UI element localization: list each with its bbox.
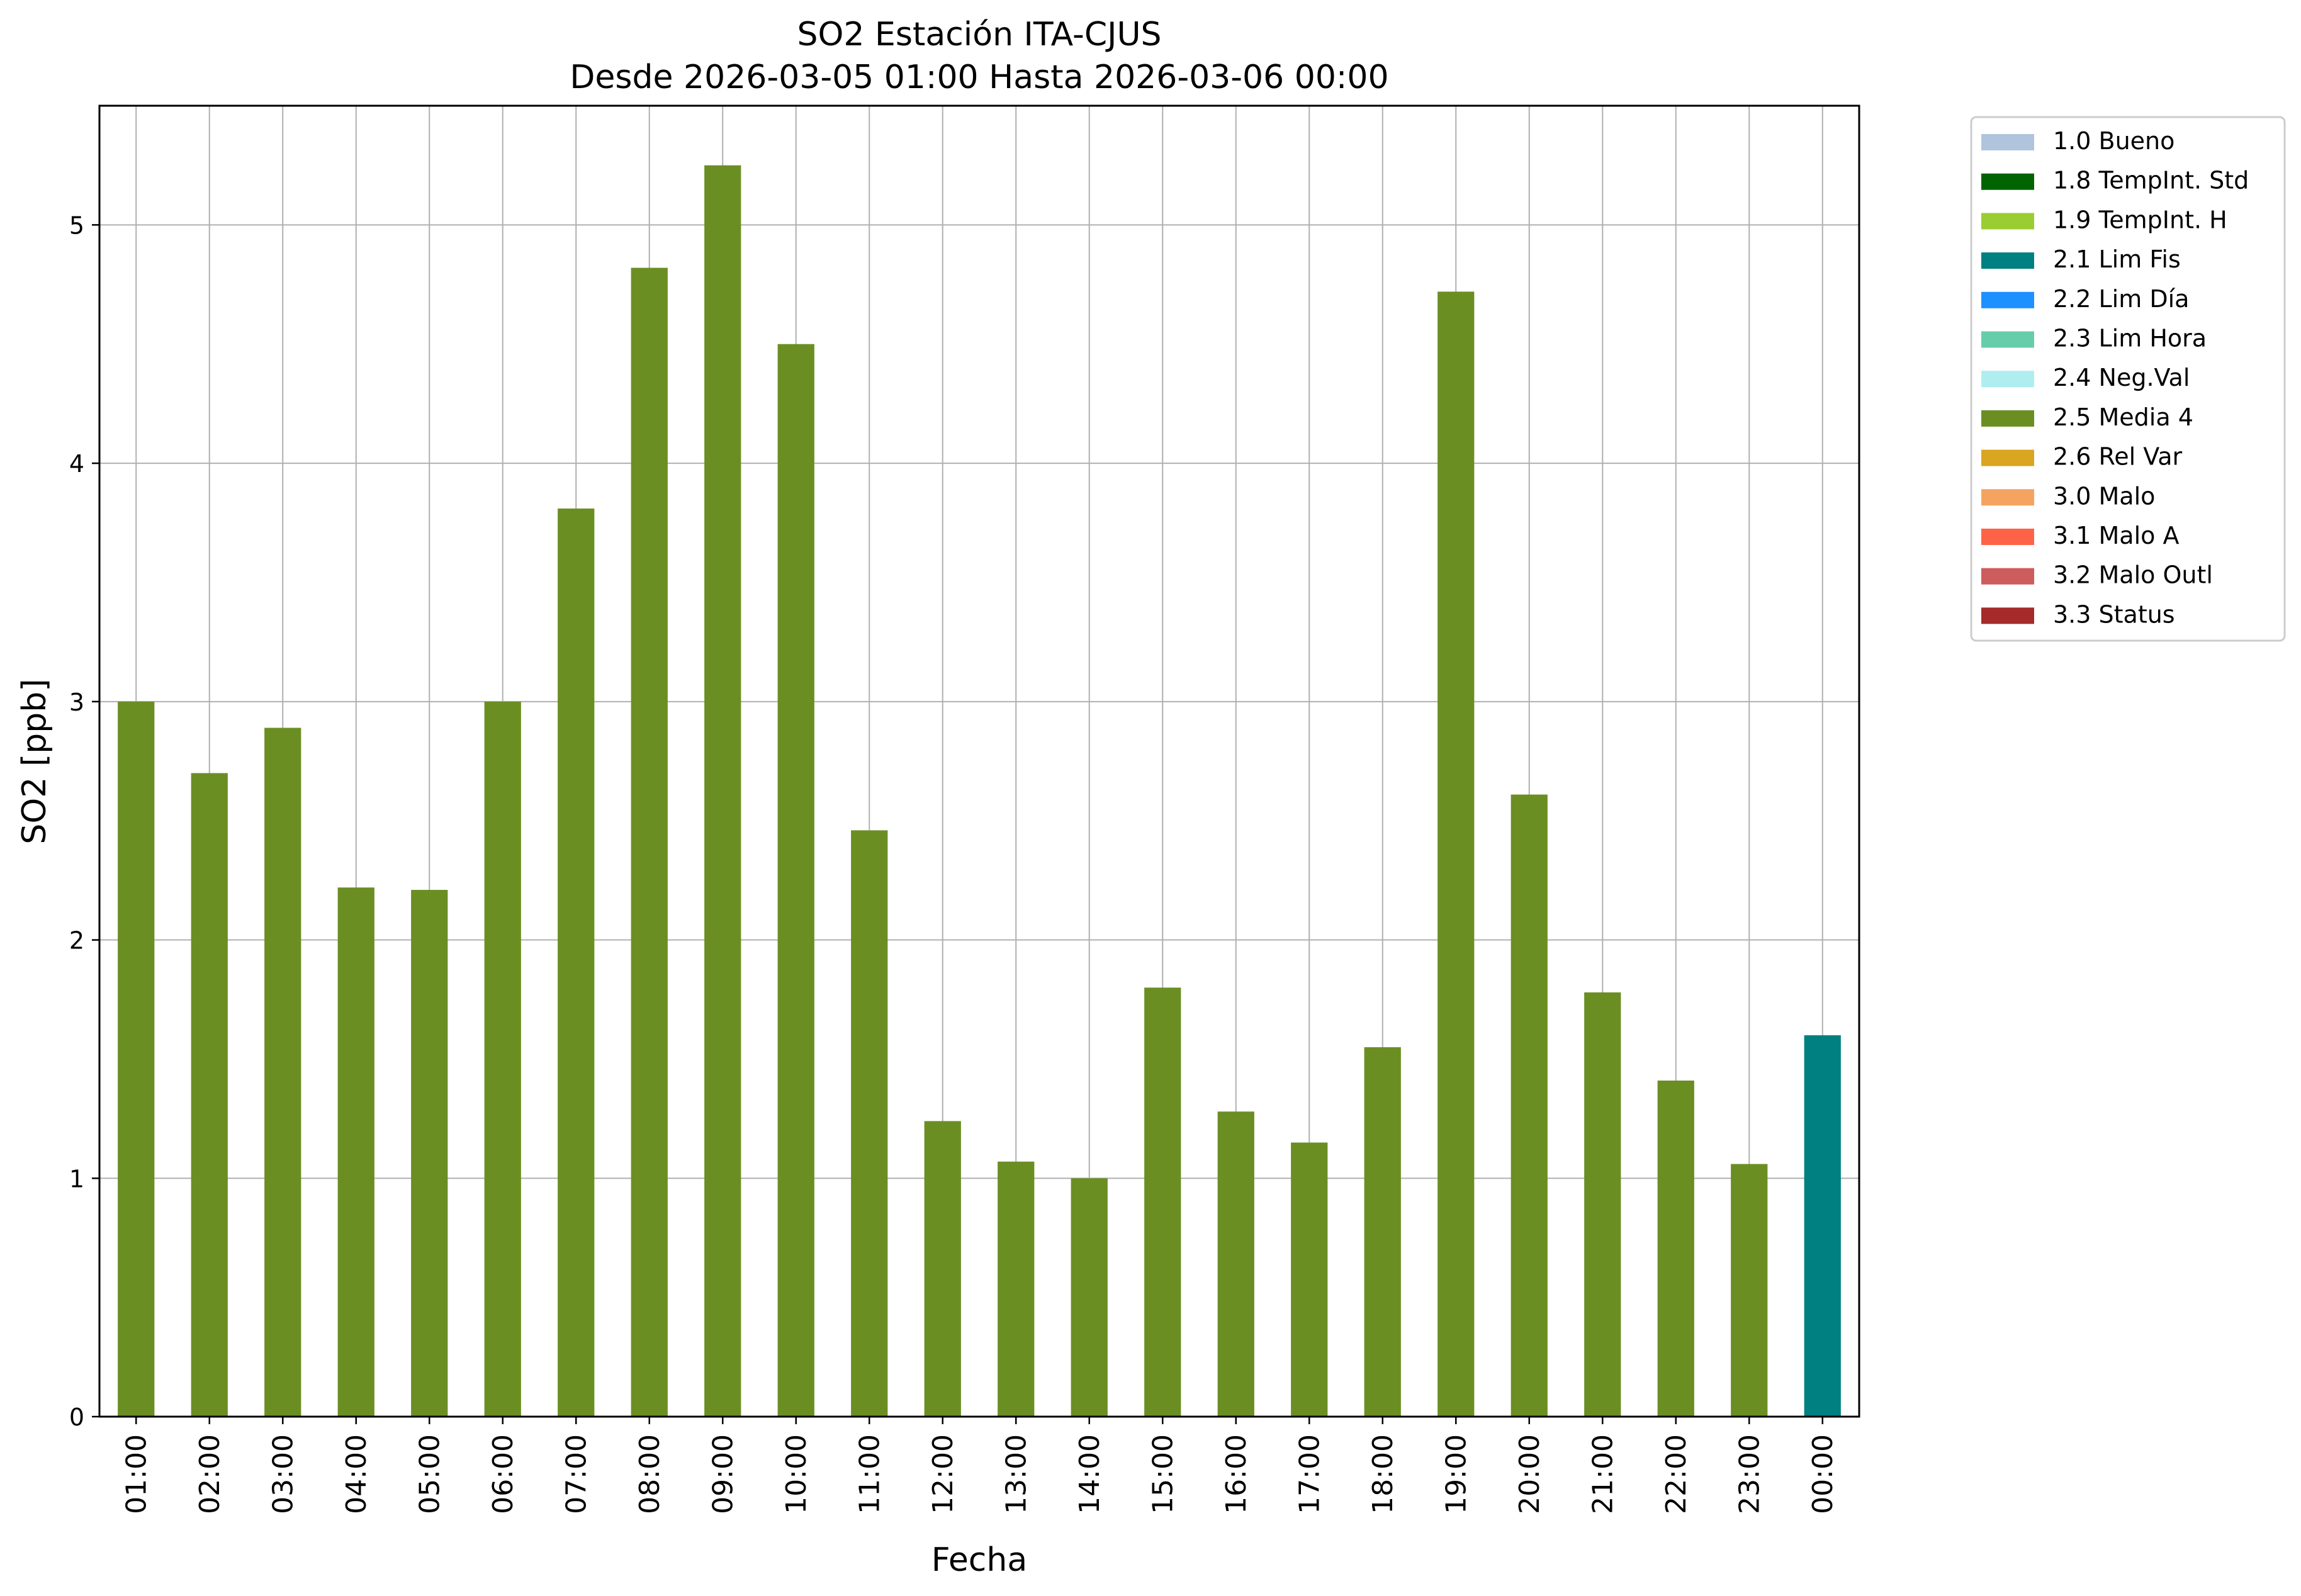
bar-0100 — [118, 701, 155, 1417]
legend-swatch — [1981, 252, 2034, 269]
bar-2300 — [1731, 1164, 1768, 1417]
y-tick-label: 0 — [69, 1403, 84, 1431]
x-tick-label: 23:00 — [1733, 1434, 1765, 1514]
y-tick-label: 5 — [69, 211, 84, 239]
y-axis: 0 1 2 3 4 5 — [69, 211, 99, 1431]
plot-frame — [98, 104, 1860, 1418]
chart-subtitle: Desde 2026-03-05 01:00 Hasta 2026-03-06 … — [570, 59, 1388, 96]
legend-label: 3.3 Status — [2053, 600, 2175, 628]
legend-label: 2.2 Lim Día — [2053, 285, 2189, 313]
legend-swatch — [1981, 213, 2034, 230]
x-tick-label: 16:00 — [1220, 1434, 1252, 1514]
x-tick-label: 15:00 — [1147, 1434, 1179, 1514]
x-tick-label: 12:00 — [927, 1434, 959, 1514]
bar-0600 — [484, 701, 521, 1417]
bar-0500 — [411, 890, 448, 1417]
x-tick-label: 20:00 — [1514, 1434, 1546, 1514]
x-tick-label: 04:00 — [340, 1434, 373, 1514]
bar-0400 — [337, 887, 374, 1417]
bar-1400 — [1071, 1178, 1108, 1417]
x-tick-label: 08:00 — [634, 1434, 666, 1514]
y-tick-label: 1 — [69, 1165, 84, 1193]
x-tick-label: 11:00 — [853, 1434, 886, 1514]
legend: 1.0 Bueno 1.8 TempInt. Std 1.9 TempInt. H 2… — [1970, 116, 2286, 642]
x-tick-label: 09:00 — [707, 1434, 739, 1514]
x-tick-label: 10:00 — [780, 1434, 813, 1514]
x-tick-label: 17:00 — [1293, 1434, 1325, 1514]
legend-swatch — [1981, 489, 2034, 506]
legend-label: 3.0 Malo — [2053, 482, 2155, 510]
bar-2200 — [1657, 1080, 1694, 1417]
y-tick-label: 3 — [69, 688, 84, 716]
legend-swatch — [1981, 371, 2034, 388]
legend-label: 1.0 Bueno — [2053, 127, 2174, 155]
y-tick-label: 2 — [69, 927, 84, 955]
legend-label: 2.6 Rel Var — [2053, 443, 2183, 471]
legend-swatch — [1981, 529, 2034, 545]
x-tick-label: 19:00 — [1440, 1434, 1472, 1514]
legend-swatch — [1981, 331, 2034, 348]
x-tick-label: 21:00 — [1587, 1434, 1619, 1514]
x-tick-label: 18:00 — [1367, 1434, 1399, 1514]
legend-swatch — [1981, 410, 2034, 427]
legend-label: 2.5 Media 4 — [2053, 403, 2193, 431]
bar-1500 — [1144, 987, 1181, 1417]
bar-0700 — [558, 509, 595, 1417]
x-tick-label: 01:00 — [120, 1434, 152, 1514]
x-axis-label: Fecha — [931, 1541, 1027, 1579]
y-axis-label: SO2 [ppb] — [16, 678, 53, 844]
x-tick-label: 07:00 — [560, 1434, 592, 1514]
bar-0300 — [264, 728, 301, 1417]
x-tick-label: 02:00 — [194, 1434, 226, 1514]
x-tick-label: 22:00 — [1660, 1434, 1692, 1514]
bar-0900 — [704, 165, 741, 1417]
bars — [118, 165, 1841, 1417]
legend-label: 1.9 TempInt. H — [2053, 206, 2227, 233]
x-tick-label: 00:00 — [1807, 1434, 1839, 1514]
legend-swatch — [1981, 291, 2034, 308]
bar-0000 — [1804, 1035, 1841, 1417]
bar-1000 — [777, 344, 814, 1417]
x-axis: 01:00 02:00 03:00 04:00 05:00 06:00 07:00 08:00… — [120, 1417, 1839, 1514]
x-tick-label: 05:00 — [414, 1434, 446, 1514]
legend-label: 1.8 TempInt. Std — [2053, 167, 2249, 194]
bar-2100 — [1584, 992, 1621, 1417]
bar-0200 — [191, 773, 228, 1417]
bar-1100 — [851, 830, 888, 1417]
chart-title: SO2 Estación ITA-CJUS — [797, 16, 1161, 53]
bar-1800 — [1364, 1047, 1401, 1417]
y-tick-label: 4 — [69, 450, 84, 478]
bar-0800 — [631, 267, 668, 1417]
bar-1300 — [998, 1161, 1035, 1417]
legend-label: 2.1 Lim Fis — [2053, 245, 2181, 273]
legend-frame — [1970, 116, 2286, 642]
x-tick-label: 13:00 — [1000, 1434, 1032, 1514]
bar-1600 — [1217, 1111, 1254, 1417]
legend-label: 3.2 Malo Outl — [2053, 561, 2213, 589]
legend-swatch — [1981, 568, 2034, 585]
bar-2000 — [1511, 794, 1548, 1417]
bar-1200 — [924, 1121, 961, 1417]
bar-1700 — [1291, 1142, 1328, 1417]
legend-swatch — [1981, 173, 2034, 190]
legend-label: 2.4 Neg.Val — [2053, 364, 2190, 391]
x-tick-label: 06:00 — [487, 1434, 519, 1514]
x-tick-label: 03:00 — [267, 1434, 299, 1514]
legend-swatch — [1981, 449, 2034, 466]
legend-label: 3.1 Malo A — [2053, 522, 2179, 549]
legend-swatch — [1981, 134, 2034, 150]
legend-label: 2.3 Lim Hora — [2053, 325, 2207, 352]
bar-1900 — [1437, 291, 1475, 1417]
x-tick-label: 14:00 — [1074, 1434, 1106, 1514]
legend-swatch — [1981, 607, 2034, 624]
